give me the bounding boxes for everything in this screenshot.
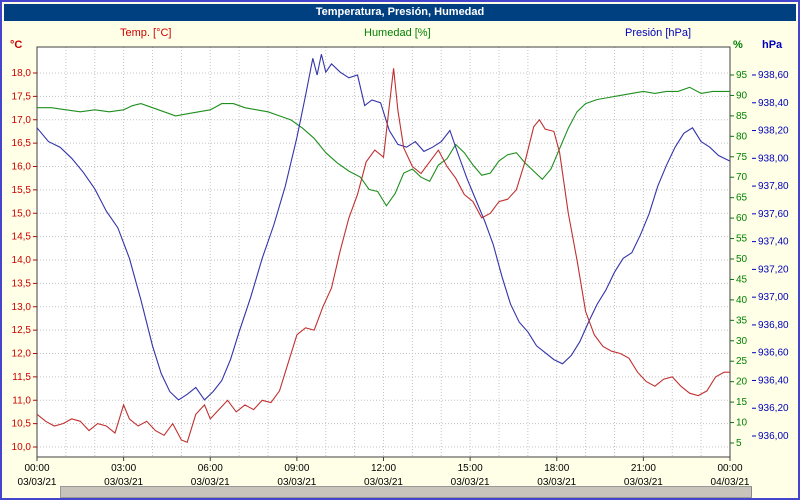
grid-lines bbox=[37, 47, 730, 457]
pressure-tick-label: 937,60 bbox=[758, 209, 789, 220]
legend-pressure: Presión [hPa] bbox=[625, 27, 692, 39]
temp-tick-label: 14,0 bbox=[12, 255, 32, 266]
humidity-tick-label: 90 bbox=[736, 90, 748, 101]
humidity-tick-label: 45 bbox=[736, 274, 748, 285]
humidity-axis: 95 90 85 80 75 70 65 60 55 50 45 40 35 30 25 20 15 10 5 bbox=[730, 70, 748, 449]
humidity-tick-label: 75 bbox=[736, 152, 748, 163]
temp-tick-label: 15,0 bbox=[12, 208, 32, 219]
series-line-pressure bbox=[36, 54, 731, 401]
scrollbar-thumb[interactable] bbox=[61, 487, 752, 497]
pressure-tick-label: 936,80 bbox=[758, 320, 789, 331]
humidity-tick-label: 20 bbox=[736, 377, 748, 388]
temp-tick-label: 11,0 bbox=[12, 395, 31, 406]
date-tick-label: 03/03/21 bbox=[364, 477, 403, 488]
pressure-tick-label: 937,00 bbox=[758, 292, 789, 303]
pressure-tick-label: 936,00 bbox=[758, 431, 789, 442]
date-tick-label: 03/03/21 bbox=[191, 477, 230, 488]
humidity-tick-label: 35 bbox=[736, 315, 748, 326]
pressure-tick-label: 938,00 bbox=[758, 153, 789, 164]
temp-tick-label: 18,0 bbox=[12, 68, 32, 79]
temp-tick-label: 11,5 bbox=[12, 372, 31, 383]
time-tick-label: 18:00 bbox=[544, 463, 569, 474]
temp-tick-label: 16,5 bbox=[12, 138, 32, 149]
temp-tick-label: 15,5 bbox=[12, 185, 32, 196]
humidity-tick-label: 95 bbox=[736, 70, 748, 81]
temp-tick-label: 17,0 bbox=[12, 115, 32, 126]
humidity-tick-label: 65 bbox=[736, 193, 748, 204]
date-tick-label: 04/03/21 bbox=[711, 477, 750, 488]
date-tick-label: 03/03/21 bbox=[537, 477, 576, 488]
temp-tick-label: 13,5 bbox=[12, 278, 32, 289]
pressure-tick-label: 937,40 bbox=[758, 237, 789, 248]
date-tick-label: 03/03/21 bbox=[624, 477, 663, 488]
date-tick-label: 03/03/21 bbox=[451, 477, 490, 488]
legend-humidity: Humedad [%] bbox=[364, 27, 431, 39]
time-tick-label: 00:00 bbox=[24, 463, 49, 474]
temp-tick-label: 16,0 bbox=[12, 162, 32, 173]
legend-temperature: Temp. [°C] bbox=[120, 27, 172, 39]
time-tick-label: 15:00 bbox=[458, 463, 483, 474]
humidity-tick-label: 40 bbox=[736, 295, 748, 306]
humidity-tick-label: 10 bbox=[736, 418, 748, 429]
temp-tick-label: 10,0 bbox=[12, 442, 32, 453]
humidity-tick-label: 55 bbox=[736, 234, 748, 245]
humidity-tick-label: 15 bbox=[736, 397, 748, 408]
humidity-tick-label: 50 bbox=[736, 254, 748, 265]
time-tick-label: 12:00 bbox=[371, 463, 396, 474]
series-line-humidity bbox=[37, 86, 730, 207]
humidity-tick-label: 25 bbox=[736, 356, 748, 367]
temp-axis-unit: °C bbox=[10, 39, 23, 51]
pressure-tick-label: 936,60 bbox=[758, 348, 789, 359]
pressure-tick-label: 938,20 bbox=[758, 126, 789, 137]
horizontal-scrollbar[interactable] bbox=[60, 486, 752, 498]
pressure-tick-label: 936,20 bbox=[758, 403, 789, 414]
temp-tick-label: 10,5 bbox=[12, 419, 32, 430]
humidity-tick-label: 80 bbox=[736, 131, 748, 142]
humidity-tick-label: 30 bbox=[736, 336, 748, 347]
time-tick-label: 09:00 bbox=[284, 463, 309, 474]
pressure-tick-label: 938,60 bbox=[758, 70, 789, 81]
temp-tick-label: 13,0 bbox=[12, 302, 32, 313]
time-tick-label: 06:00 bbox=[198, 463, 223, 474]
pressure-tick-label: 937,20 bbox=[758, 264, 789, 275]
date-tick-label: 03/03/21 bbox=[277, 477, 316, 488]
humidity-tick-label: 85 bbox=[736, 111, 748, 122]
pressure-tick-label: 937,80 bbox=[758, 181, 789, 192]
time-tick-label: 00:00 bbox=[717, 463, 742, 474]
temp-tick-label: 17,5 bbox=[12, 91, 32, 102]
x-axis-labels: 00:00 03/03/21 03:00 03/03/21 06:00 03/03/21 0… bbox=[18, 457, 750, 488]
series-line-temp bbox=[36, 68, 730, 444]
series-lines bbox=[36, 54, 731, 444]
pressure-tick-label: 936,40 bbox=[758, 375, 789, 386]
window-title: Temperatura, Presión, Humedad bbox=[4, 4, 796, 21]
date-tick-label: 03/03/21 bbox=[18, 477, 57, 488]
pressure-axis: 938,60 938,40 938,20 938,00 937,80 937,60 937,… bbox=[752, 70, 789, 442]
humidity-tick-label: 70 bbox=[736, 172, 748, 183]
chart-canvas: 18,0 17,5 17,0 16,5 16,0 15,5 15,0 14,5 14,0 13,5… bbox=[12, 46, 789, 488]
temp-tick-label: 14,5 bbox=[12, 232, 32, 243]
time-tick-label: 21:00 bbox=[631, 463, 656, 474]
humidity-tick-label: 60 bbox=[736, 213, 748, 224]
time-tick-label: 03:00 bbox=[111, 463, 136, 474]
temp-tick-label: 12,5 bbox=[12, 325, 32, 336]
humidity-axis-unit: % bbox=[733, 39, 743, 51]
humidity-tick-label: 5 bbox=[736, 438, 742, 449]
pressure-tick-label: 938,40 bbox=[758, 98, 789, 109]
pressure-axis-unit: hPa bbox=[762, 39, 783, 51]
temp-axis: 18,0 17,5 17,0 16,5 16,0 15,5 15,0 14,5 14,0 13,5… bbox=[12, 68, 37, 453]
date-tick-label: 03/03/21 bbox=[104, 477, 143, 488]
temp-tick-label: 12,0 bbox=[12, 349, 32, 360]
